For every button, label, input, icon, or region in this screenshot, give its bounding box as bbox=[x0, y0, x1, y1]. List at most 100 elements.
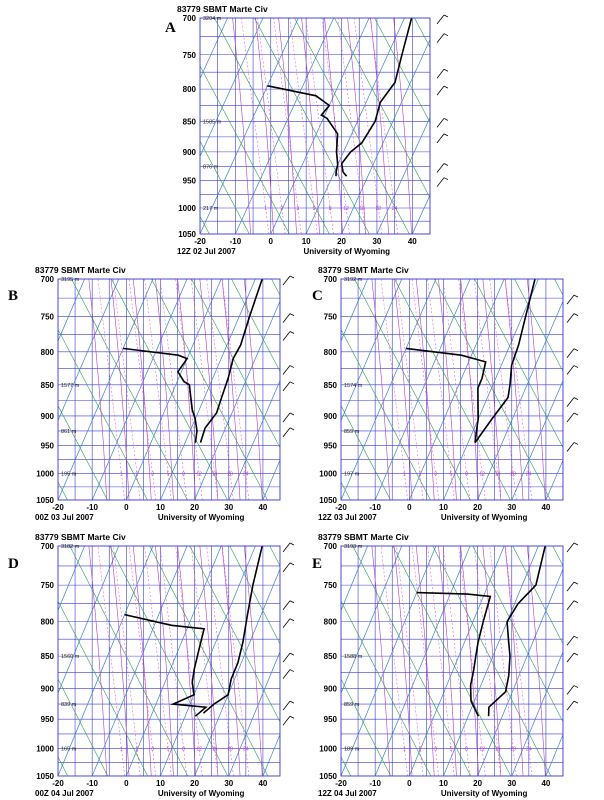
wind-barb-icon bbox=[282, 275, 295, 286]
isotherm-line bbox=[262, 459, 280, 500]
dry-adiabat-line bbox=[0, 0, 60, 254]
y-tick-label: 900 bbox=[41, 412, 55, 421]
mixing-ratio-label: 20 bbox=[227, 471, 233, 477]
mixing-ratio-label: 3 bbox=[434, 471, 437, 477]
height-label: 839 m bbox=[61, 702, 77, 708]
isotherm-line bbox=[200, 18, 299, 234]
moist-adiabat-line bbox=[177, 546, 196, 776]
y-tick-label: 1000 bbox=[319, 744, 337, 753]
mixing-ratio-line bbox=[427, 279, 455, 500]
wind-barb-shaft bbox=[282, 652, 291, 663]
time-label: 12Z 02 Jul 2007 bbox=[177, 247, 236, 256]
mixing-ratio-label: 20 bbox=[510, 471, 516, 477]
mixing-ratio-line bbox=[489, 546, 517, 776]
x-tick-label: 10 bbox=[439, 779, 448, 788]
dry-adiabat-line bbox=[512, 546, 563, 645]
moist-adiabat-line bbox=[460, 279, 479, 500]
mixing-ratio-line bbox=[190, 546, 219, 776]
isotherm-line bbox=[580, 279, 604, 500]
mixing-ratio-line bbox=[473, 279, 502, 500]
dry-adiabat-line bbox=[151, 279, 268, 500]
y-tick-label: 900 bbox=[324, 685, 338, 694]
x-tick-label: -10 bbox=[86, 779, 98, 788]
isotherm-line bbox=[94, 18, 192, 234]
dry-adiabat-line bbox=[0, 406, 38, 796]
mixing-ratio-label: 1 bbox=[403, 746, 406, 752]
moist-adiabat-line bbox=[460, 546, 479, 776]
mixing-ratio-line bbox=[257, 18, 286, 234]
isotherm-line bbox=[270, 18, 370, 234]
mixing-ratio-label: 12 bbox=[479, 746, 485, 752]
isotherm-line bbox=[58, 279, 85, 342]
x-tick-label: -10 bbox=[86, 503, 98, 512]
time-label: 12Z 04 Jul 2007 bbox=[318, 789, 377, 798]
wind-barb-icon bbox=[282, 331, 295, 341]
y-tick-label: 1050 bbox=[36, 772, 54, 781]
isotherm-line bbox=[194, 300, 280, 500]
mixing-ratio-label: 16 bbox=[212, 746, 218, 752]
dry-adiabat-line bbox=[200, 215, 210, 234]
wind-barb-flag bbox=[289, 275, 295, 279]
dry-adiabat-line bbox=[254, 18, 370, 234]
dry-adiabat-line bbox=[229, 546, 280, 645]
y-tick-label: 700 bbox=[41, 275, 55, 284]
isotherm-line bbox=[0, 18, 86, 234]
mixing-ratio-line bbox=[159, 279, 188, 500]
wind-barb-icon bbox=[566, 652, 579, 663]
dry-adiabat-line bbox=[341, 328, 431, 500]
moist-adiabat-line bbox=[371, 546, 391, 776]
plot-area: 1 2 3 5 8 12 16 20 24 bbox=[0, 406, 280, 796]
wind-barb-flag bbox=[289, 700, 295, 704]
wind-barb-icon bbox=[436, 118, 449, 128]
source-label: University of Wyoming bbox=[441, 789, 528, 798]
wind-barb-icon bbox=[566, 700, 579, 711]
wind-barb-shaft bbox=[566, 348, 575, 359]
wind-barb-flag bbox=[573, 685, 579, 688]
wind-barb-flag bbox=[289, 313, 295, 316]
isotherm-line bbox=[91, 279, 188, 500]
moist-adiabat-line bbox=[243, 279, 263, 500]
dry-adiabat-line bbox=[432, 546, 552, 776]
wind-barb-shaft bbox=[282, 715, 291, 726]
wind-barb-flag bbox=[573, 700, 579, 704]
dry-adiabat-line bbox=[71, 279, 188, 500]
dry-adiabat-line bbox=[214, 18, 330, 234]
mixing-ratio-line bbox=[175, 279, 203, 500]
mixing-ratio-label: 3 bbox=[296, 206, 299, 212]
wind-barb-flag bbox=[289, 618, 295, 622]
dry-adiabat-line bbox=[58, 405, 108, 500]
y-tick-label: 1050 bbox=[319, 496, 337, 505]
mixing-ratio-line bbox=[128, 279, 156, 500]
moist-adiabat-line bbox=[438, 279, 457, 500]
wind-barb-flag bbox=[289, 365, 295, 368]
moist-adiabat-line bbox=[526, 279, 546, 500]
dewpoint-profile-line bbox=[416, 591, 492, 717]
mixing-ratio-line bbox=[241, 18, 270, 234]
mixing-ratio-line bbox=[190, 279, 219, 500]
wind-barb-shaft bbox=[282, 365, 291, 375]
isotherm-line bbox=[125, 279, 222, 500]
moist-adiabat-line bbox=[132, 279, 152, 500]
x-tick-label: -20 bbox=[335, 503, 347, 512]
panel-letter: E bbox=[312, 556, 322, 572]
isotherm-line bbox=[411, 194, 430, 234]
wind-barb-shaft bbox=[566, 635, 575, 646]
isotherm-line bbox=[0, 279, 16, 500]
moist-adiabat-line bbox=[415, 546, 435, 776]
wind-barb-shaft bbox=[566, 313, 575, 323]
y-tick-label: 750 bbox=[324, 313, 338, 322]
isotherm-line bbox=[0, 18, 51, 234]
dry-adiabat-line bbox=[200, 65, 290, 234]
plot-area: 1 2 3 5 8 12 16 20 24 bbox=[341, 279, 604, 500]
temperature-profile-line bbox=[202, 546, 263, 714]
wind-barb-icon bbox=[282, 652, 295, 663]
mixing-ratio-label: 2 bbox=[136, 471, 139, 477]
y-tick-label: 700 bbox=[324, 542, 338, 551]
x-tick-label: 30 bbox=[507, 503, 516, 512]
moist-adiabat-line bbox=[110, 279, 130, 500]
station-title: 83779 SBMT Marte Civ bbox=[318, 265, 409, 275]
isotherm-line bbox=[443, 279, 539, 500]
wind-barb-icon bbox=[282, 542, 295, 553]
dry-adiabat-line bbox=[69, 546, 189, 776]
moist-adiabat-line bbox=[88, 279, 108, 500]
